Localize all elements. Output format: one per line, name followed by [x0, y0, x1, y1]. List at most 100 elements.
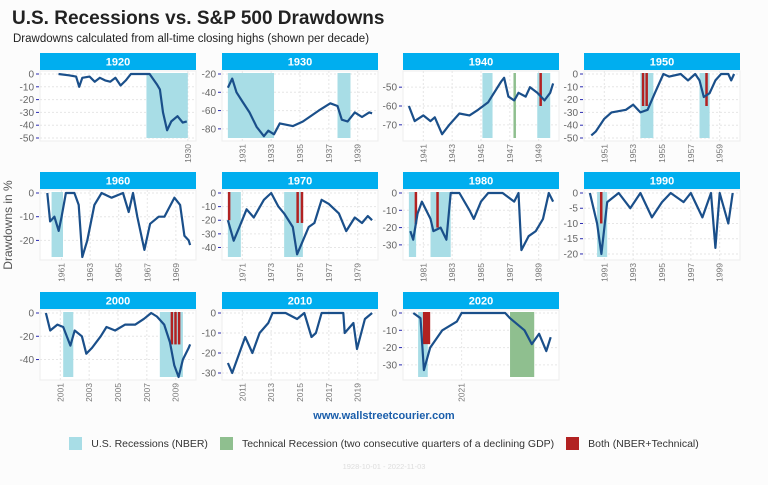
legend-label: Technical Recession (two consecutive qua…	[241, 437, 555, 450]
x-tick-label: 1947	[505, 144, 515, 163]
x-tick-label: 1971	[237, 263, 247, 282]
panel-title: 1950	[650, 57, 674, 69]
x-tick-label: 1931	[237, 144, 247, 163]
chart-title: U.S. Recessions vs. S&P 500 Drawdowns	[12, 8, 385, 29]
panel-title: 2020	[469, 296, 493, 308]
y-tick-label: 0	[28, 309, 34, 320]
panel-header	[40, 292, 196, 309]
panel-1990: 1990 0 -5 -10 -15 -20 1991 1993 1995 1997 1999	[564, 172, 741, 282]
x-tick-label: 1943	[447, 144, 457, 163]
y-tick-label: 0	[572, 70, 578, 81]
x-tick-label: 1965	[114, 263, 124, 282]
panel-header	[222, 53, 378, 70]
legend-item-both: Both (NBER+Technical)	[566, 437, 699, 450]
y-tick-label: 0	[572, 189, 578, 200]
recession-band-both	[296, 192, 299, 223]
y-tick-label: -30	[202, 369, 217, 380]
y-tick-label: -20	[564, 249, 579, 260]
y-tick-label: -10	[383, 326, 398, 337]
panel-title: 2000	[106, 296, 130, 308]
recession-band-nber	[430, 192, 451, 257]
panel-1950: 1950 0-10 -20 -30 -40 -50 1951 1953 1955 1957 1959	[564, 53, 741, 163]
panel-title: 1970	[288, 176, 312, 188]
recession-band-both	[177, 312, 181, 345]
x-tick-label: 1985	[476, 263, 486, 282]
y-tick-label: -10	[383, 206, 398, 217]
panel-1930: 1930 -20 -40 -60 -80 1931 1933 1935 1937 1939	[202, 53, 379, 163]
x-tick-label: 1989	[534, 263, 544, 282]
panel-header	[222, 292, 378, 309]
legend: U.S. Recessions (NBER) Technical Recessi…	[0, 437, 768, 450]
y-tick-label: -60	[202, 106, 217, 117]
recession-band-both	[174, 312, 177, 345]
panel-header	[403, 53, 559, 70]
legend-swatch-nber	[69, 437, 83, 450]
legend-swatch-technical	[219, 437, 233, 450]
panel-title: 1920	[106, 57, 130, 69]
x-tick-label: 1997	[686, 263, 696, 282]
recession-band-both	[227, 192, 231, 221]
panel-1970: 1970 0 -10 -20 -30 -40 1971 1973 1975 1977 1979	[202, 172, 379, 282]
panel-title: 1990	[650, 176, 674, 188]
x-tick-label: 2013	[266, 383, 276, 402]
x-tick-label: 1963	[85, 263, 95, 282]
plot-area	[583, 70, 741, 142]
recession-band-both	[599, 192, 603, 224]
y-tick-label: -40	[202, 243, 217, 254]
panel-1960: 1960 0 -10 -20 1961 1963 1965 1967 1969	[20, 172, 197, 282]
y-tick-label: -80	[202, 124, 217, 135]
y-tick-label: -40	[20, 121, 35, 132]
y-tick-label: -30	[20, 108, 35, 119]
x-tick-label: 2003	[84, 383, 94, 402]
x-tick-label: 1957	[686, 144, 696, 163]
x-tick-label: 1951	[599, 144, 609, 163]
drawdown-line	[44, 311, 192, 379]
y-tick-label: -20	[20, 95, 35, 106]
panel-2020: 2020 0 -10 -20 -30 2021	[383, 292, 560, 402]
legend-label: U.S. Recessions (NBER)	[91, 437, 208, 450]
y-tick-label: -10	[20, 212, 35, 223]
legend-swatch-both	[566, 437, 580, 450]
x-tick-label: 1973	[266, 263, 276, 282]
y-tick-label: -50	[383, 83, 398, 94]
x-tick-label: 1977	[324, 263, 334, 282]
drawdown-line	[590, 72, 736, 137]
recession-band-both	[300, 192, 304, 223]
x-tick-label: 1955	[657, 144, 667, 163]
y-tick-label: -30	[202, 229, 217, 240]
drawdown-line	[588, 191, 734, 256]
y-tick-label: -20	[20, 236, 35, 247]
y-tick-label: -20	[20, 332, 35, 343]
panel-title: 1960	[106, 176, 130, 188]
y-tick-label: -20	[383, 223, 398, 234]
x-tick-label: 1941	[418, 144, 428, 163]
recession-band-technical	[513, 73, 516, 138]
y-tick-label: -20	[202, 216, 217, 227]
drawdown-line	[226, 191, 373, 256]
x-tick-label: 1979	[353, 263, 363, 282]
panel-1980: 1980 0 -10 -20 -30 1981 1983 1985 1987 1989	[383, 172, 560, 282]
y-tick-label: -50	[564, 134, 579, 145]
y-tick-label: -40	[20, 355, 35, 366]
panel-header	[584, 53, 740, 70]
legend-item-technical: Technical Recession (two consecutive qua…	[219, 437, 555, 450]
x-tick-label: 2001	[55, 383, 65, 402]
drawdown-line	[58, 72, 188, 132]
panel-header	[40, 53, 196, 70]
x-tick-label: 1981	[418, 263, 428, 282]
x-tick-label: 1991	[599, 263, 609, 282]
x-tick-label: 2007	[142, 383, 152, 402]
panel-title: 1980	[469, 176, 493, 188]
x-tick-label: 1930	[183, 144, 193, 163]
source-url[interactable]: www.wallstreetcourier.com	[313, 410, 455, 422]
panel-1920: 1920 0-10 -20 -30 -40 -50 1930	[20, 53, 197, 163]
y-tick-label: -60	[383, 102, 398, 113]
x-tick-label: 1993	[628, 263, 638, 282]
x-tick-label: 1969	[171, 263, 181, 282]
y-tick-label: -30	[383, 360, 398, 371]
x-tick-label: 2015	[295, 383, 305, 402]
y-tick-label: 0	[28, 189, 34, 200]
x-tick-label: 2019	[353, 383, 363, 402]
